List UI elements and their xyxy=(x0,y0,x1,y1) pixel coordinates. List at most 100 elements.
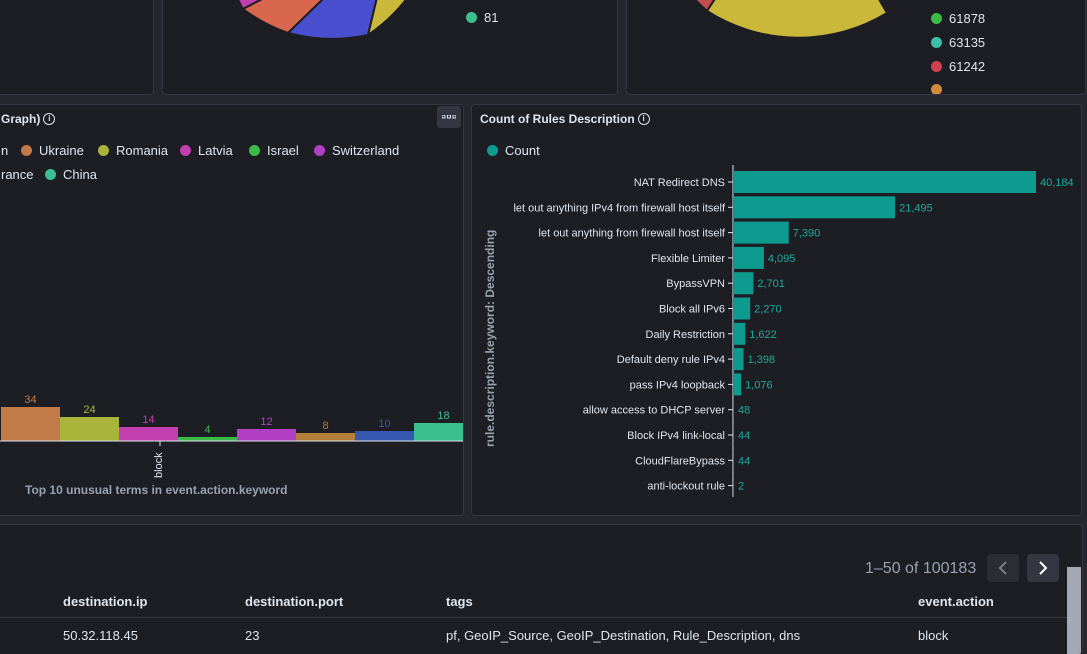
legend-item[interactable]: 63135 xyxy=(931,35,985,50)
legend-item[interactable]: Israel xyxy=(249,143,299,158)
bar-value-label: 2,701 xyxy=(757,278,785,290)
bar xyxy=(733,171,1036,193)
column-header-destination-port[interactable]: destination.port xyxy=(245,594,344,609)
bar xyxy=(733,373,742,396)
bar xyxy=(733,348,744,371)
y-axis-tick-label: Default deny rule IPv4 xyxy=(617,354,725,366)
bar-value-label: 4 xyxy=(204,424,210,436)
bar xyxy=(237,429,296,441)
legend-dot xyxy=(466,12,477,23)
bar xyxy=(733,246,764,269)
bar xyxy=(733,272,754,295)
column-header-destination-ip[interactable]: destination.ip xyxy=(63,594,148,609)
bar-value-label: 10 xyxy=(378,418,390,430)
bar-value-label: 2,270 xyxy=(754,304,782,316)
y-axis-tick-label: let out anything from firewall host itse… xyxy=(539,228,726,240)
legend-label: Ukraine xyxy=(39,143,84,158)
bar xyxy=(178,437,237,441)
bar xyxy=(733,221,789,244)
legend-item[interactable]: 81 xyxy=(466,10,498,25)
bar-value-label: 14 xyxy=(142,414,154,426)
panel-options-button[interactable] xyxy=(437,106,461,128)
country-chart-panel: Graph) i n Ukraine Romania Latvia Israel… xyxy=(0,104,464,516)
bar xyxy=(733,398,734,421)
bar-value-label: 7,390 xyxy=(793,228,821,240)
pie-panel-left: 81 xyxy=(162,0,618,95)
legend-dot xyxy=(931,37,942,48)
legend-item[interactable]: Count xyxy=(487,143,540,158)
legend-item[interactable]: China xyxy=(45,167,97,182)
bar xyxy=(119,427,178,441)
legend-item[interactable]: Latvia xyxy=(180,143,233,158)
y-axis-tick-label: CloudFlareBypass xyxy=(635,455,725,467)
legend-label: Latvia xyxy=(198,143,233,158)
legend-label: China xyxy=(63,167,97,182)
legend-label: Romania xyxy=(116,143,169,158)
bar xyxy=(355,431,414,441)
vertical-scrollbar[interactable] xyxy=(1067,567,1081,654)
y-axis-tick-label: Flexible Limiter xyxy=(651,253,725,265)
legend-item[interactable]: Switzerland xyxy=(314,143,399,158)
pie-slice-yellow xyxy=(366,0,407,38)
rules-chart-panel: Count of Rules Description i Count rule.… xyxy=(471,104,1082,516)
header-divider xyxy=(0,617,1067,618)
legend-item[interactable]: 61878 xyxy=(931,11,985,26)
bar-value-label: 1,622 xyxy=(749,329,777,341)
bar xyxy=(733,196,896,219)
y-axis-tick-label: BypassVPN xyxy=(666,278,725,290)
table-cell-event-action: block xyxy=(918,628,949,643)
legend-label: 63135 xyxy=(949,35,986,50)
bar-value-label: 4,095 xyxy=(768,253,796,265)
legend-dot xyxy=(931,61,942,72)
bar xyxy=(733,474,734,497)
legend-item[interactable]: 61242 xyxy=(931,59,985,74)
column-header-tags[interactable]: tags xyxy=(446,594,473,609)
chevron-right-icon xyxy=(1039,561,1048,575)
legend-label: Switzerland xyxy=(332,143,400,158)
bar-value-label: 2 xyxy=(738,481,744,493)
legend-item[interactable]: rance xyxy=(1,167,34,182)
legend-dot xyxy=(487,145,498,156)
top-left-panel xyxy=(0,0,154,95)
ellipsis-icon xyxy=(442,115,456,119)
bar-value-label: 24 xyxy=(83,404,95,416)
info-icon[interactable]: i xyxy=(637,113,650,125)
panel-title: Graph) i xyxy=(1,112,56,126)
y-axis-tick-label: let out anything IPv4 from firewall host… xyxy=(513,202,725,214)
bar-value-label: 34 xyxy=(24,394,36,406)
events-table-panel: 1–50 of 100183 destination.ip destinatio… xyxy=(0,524,1083,654)
pie-chart-right xyxy=(694,0,889,39)
column-header-event-action[interactable]: event.action xyxy=(918,594,994,609)
info-icon[interactable]: i xyxy=(43,113,56,125)
bar-value-label: 18 xyxy=(437,410,449,422)
y-axis-tick-label: Block IPv4 link-local xyxy=(627,430,725,442)
table-cell-destination-port: 23 xyxy=(245,628,260,643)
legend-label: n xyxy=(1,143,9,158)
legend-dot xyxy=(249,145,260,156)
y-axis-tick-label: pass IPv4 loopback xyxy=(630,379,726,391)
bar-value-label: 12 xyxy=(260,416,272,428)
bar-value-label: 44 xyxy=(738,430,750,442)
legend-item[interactable]: Ukraine xyxy=(21,143,84,158)
x-axis-caption: Top 10 unusual terms in event.action.key… xyxy=(25,483,288,497)
legend-label: Israel xyxy=(267,143,299,158)
y-axis-tick-label: NAT Redirect DNS xyxy=(634,177,725,189)
legend-dot xyxy=(21,145,32,156)
y-axis-tick-label: allow access to DHCP server xyxy=(583,405,726,417)
bar xyxy=(733,297,751,320)
legend-dot xyxy=(931,13,942,24)
legend-dot xyxy=(314,145,325,156)
panel-title: Count of Rules Description i xyxy=(480,112,650,126)
legend-item[interactable]: n xyxy=(1,143,8,158)
next-page-button[interactable] xyxy=(1027,554,1059,582)
legend-label: 61878 xyxy=(949,11,986,26)
bar-value-label: 48 xyxy=(738,405,750,417)
legend-dot xyxy=(45,169,56,180)
previous-page-button[interactable] xyxy=(987,554,1019,582)
bar xyxy=(1,407,60,441)
bar-value-label: 1,398 xyxy=(748,354,776,366)
bar-value-label: 21,495 xyxy=(899,202,933,214)
legend-label: Count xyxy=(505,143,540,158)
bar xyxy=(733,322,746,345)
legend-item[interactable]: Romania xyxy=(98,143,168,158)
